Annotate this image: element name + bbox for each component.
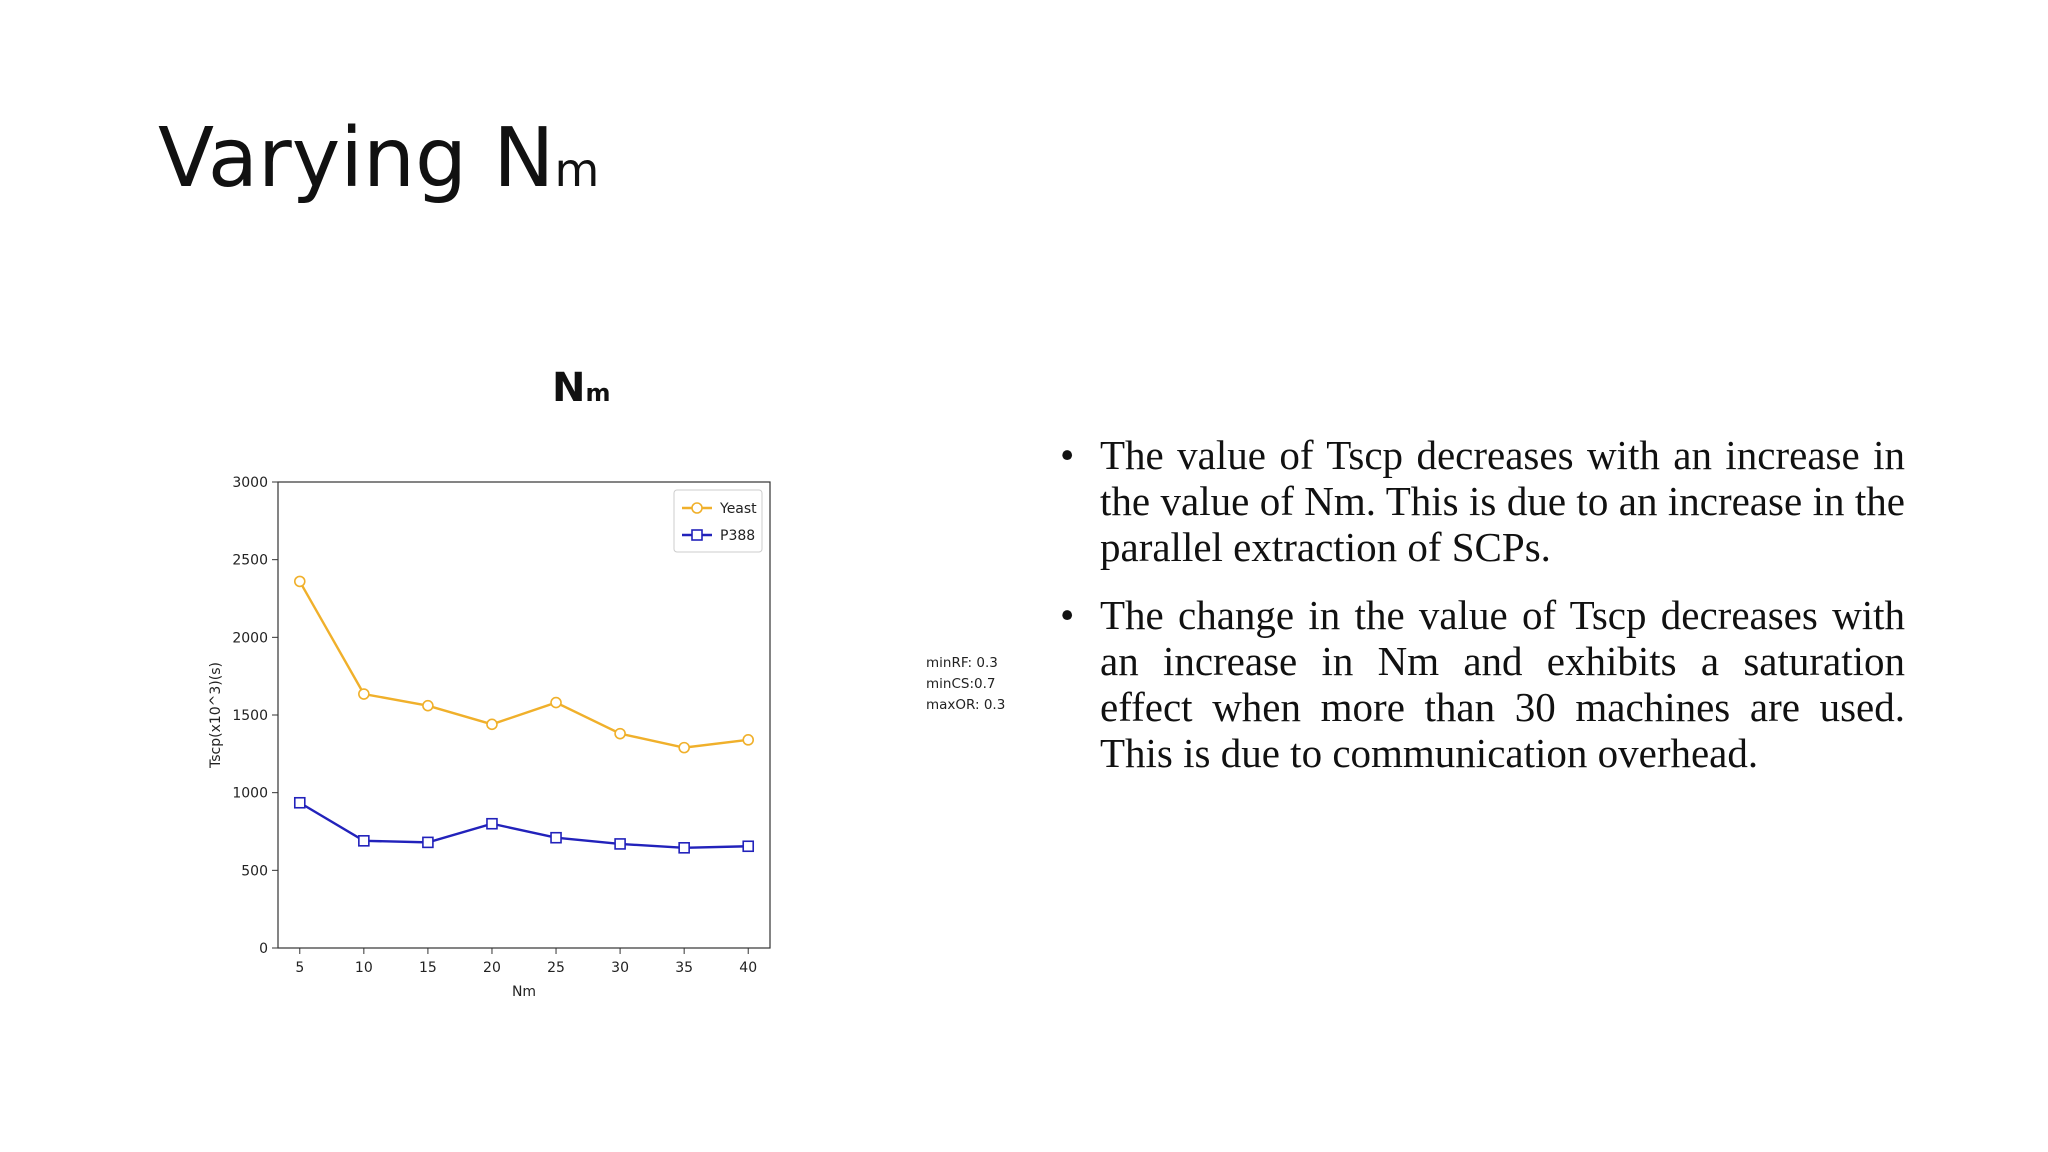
- y-tick-label: 1500: [232, 708, 268, 724]
- legend-marker-yeast: [691, 502, 703, 514]
- param-maxor: maxOR: 0.3: [926, 697, 1006, 713]
- data-point-yeast: [358, 688, 370, 700]
- x-tick-label: 30: [611, 960, 629, 976]
- legend-label-yeast: Yeast: [719, 501, 757, 517]
- x-tick-label: 5: [295, 960, 304, 976]
- data-point-yeast: [293, 575, 306, 588]
- line-chart: 0 500 1000 1500 2000 2500 3000 5 10 15 20 25 30 35 40 N…: [208, 475, 771, 1000]
- y-tick-label: 2500: [232, 553, 268, 569]
- chart-heading-main: N: [552, 365, 586, 411]
- chart-heading-subscript: m: [585, 379, 611, 407]
- x-axis-label: Nm: [512, 984, 536, 1000]
- x-tick-label: 40: [739, 960, 757, 976]
- slide-title: Varying Nm: [158, 118, 599, 200]
- parameter-list: minRF: 0.3 minCS:0.7 maxOR: 0.3: [926, 653, 1005, 716]
- y-tick-label: 500: [241, 863, 268, 879]
- param-mincs: minCS:0.7: [926, 676, 996, 692]
- data-point-p388: [486, 817, 498, 830]
- x-tick-label: 35: [675, 960, 693, 976]
- data-point-p388: [678, 842, 690, 854]
- series-line-yeast: [298, 580, 749, 749]
- chart-heading: Nm: [552, 368, 611, 408]
- x-tick-label: 15: [419, 960, 437, 976]
- x-tick-label: 20: [483, 960, 501, 976]
- y-tick-label: 0: [259, 941, 268, 957]
- data-point-yeast: [550, 696, 562, 709]
- bullet-item: The change in the value of Tscp decrease…: [1060, 592, 1905, 776]
- y-axis-label: Tscp(x10^3)(s): [208, 662, 224, 769]
- x-tick-label: 25: [547, 960, 565, 976]
- legend-marker-p388: [691, 529, 703, 541]
- bullet-list: The value of Tscp decreases with an incr…: [1060, 432, 1905, 798]
- y-tick-label: 1000: [232, 786, 268, 802]
- y-tick-label: 3000: [232, 475, 268, 491]
- data-point-p388: [614, 838, 626, 850]
- data-point-yeast: [614, 727, 626, 740]
- data-point-p388: [293, 796, 306, 809]
- data-point-yeast: [678, 741, 690, 754]
- data-point-p388: [422, 836, 434, 849]
- bullet-item: The value of Tscp decreases with an incr…: [1060, 432, 1905, 570]
- data-point-p388: [550, 831, 562, 844]
- data-point-p388: [742, 840, 755, 853]
- x-tick-label: 10: [355, 960, 373, 976]
- series-line-p388: [299, 801, 749, 850]
- data-point-yeast: [742, 734, 755, 746]
- y-tick-label: 2000: [232, 630, 268, 646]
- data-point-yeast: [422, 699, 434, 712]
- data-point-yeast: [486, 718, 498, 731]
- legend-label-p388: P388: [720, 528, 755, 544]
- data-point-p388: [358, 835, 370, 847]
- param-minrf: minRF: 0.3: [926, 655, 998, 671]
- slide-title-main: Varying N: [158, 111, 555, 206]
- slide-title-subscript: m: [554, 143, 600, 197]
